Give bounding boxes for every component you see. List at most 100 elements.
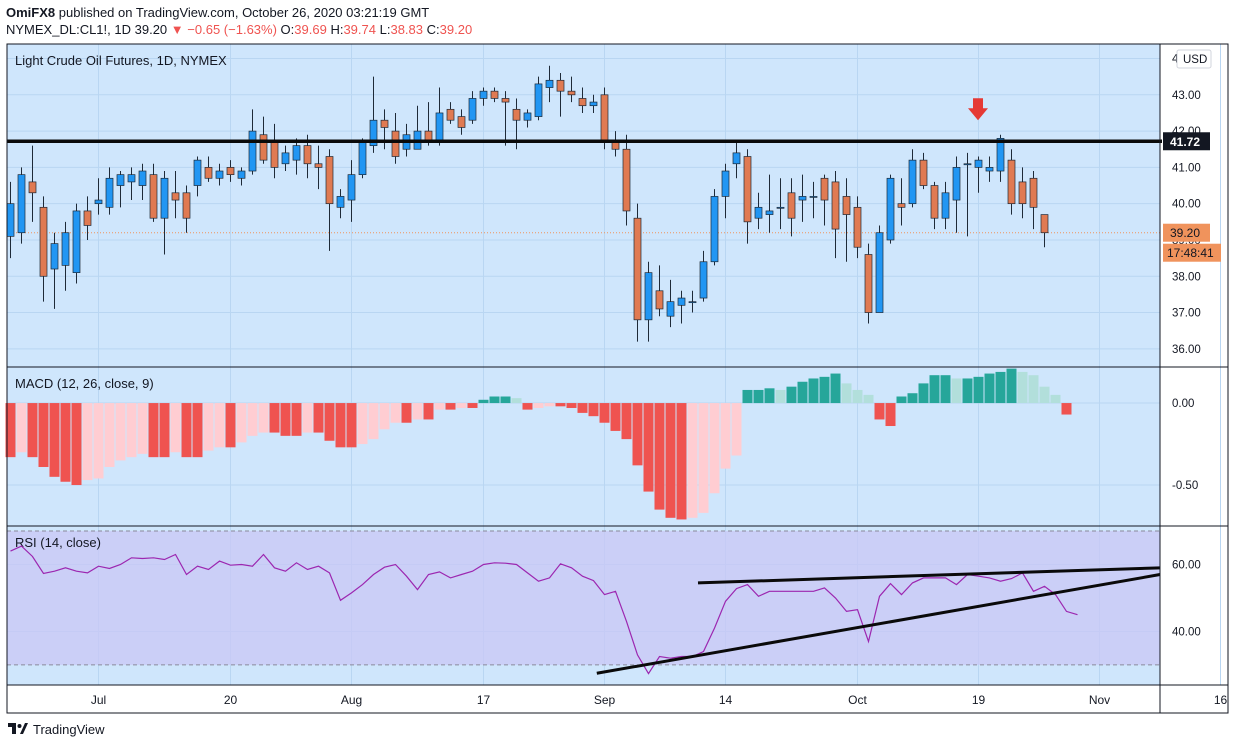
close-label: C: [426,22,440,37]
macd-bar [643,403,654,492]
macd-bar [5,403,16,458]
macd-bar [533,403,544,408]
candle-up [732,152,741,165]
macd-bar [720,403,731,469]
candle-down [1029,177,1038,208]
time-tick-label: Oct [848,693,867,707]
macd-bar [1039,386,1050,404]
macd-bar [852,389,863,404]
rsi-resistance-trendline [697,566,1161,585]
candle-down [226,167,235,176]
ohlc-line: NYMEX_DL:CL1!, 1D 39.20 ▼ −0.65 (−1.63%)… [6,22,472,37]
macd-bar [830,373,841,404]
macd-bar [445,403,456,410]
macd-bar [423,403,434,420]
candle-down [204,167,213,179]
time-tick-label: 16 [1214,693,1228,707]
candle-up [292,145,301,161]
candle-up [666,301,675,317]
macd-bar [775,389,786,404]
macd-pane-title: MACD (12, 26, close, 9) [15,376,154,391]
candle-up [688,301,697,304]
candle-down [490,90,499,99]
macd-bar [401,403,412,423]
currency-label: USD [1183,54,1207,66]
macd-bar [940,375,951,404]
macd-bar [192,403,203,458]
candle-up [875,232,884,313]
macd-bar [302,403,313,433]
macd-bar [379,403,390,430]
candle-down [1007,159,1016,205]
candle-down [787,192,796,219]
author-name[interactable]: OmiFX8 [6,5,56,20]
down-arrow-icon [968,98,988,121]
candle-down [842,196,851,215]
macd-bar [368,403,379,440]
candle-down [457,116,466,128]
macd-bar [907,393,918,404]
candle-up [754,206,763,219]
macd-bar [687,403,698,518]
macd-bar [918,383,929,404]
time-tick-label: 20 [224,693,238,707]
candle-down [39,206,48,277]
macd-bar [709,403,720,494]
macd-bar [225,403,236,448]
macd-bar [951,378,962,404]
candle-up [336,196,345,208]
last-price-tag [1163,223,1210,242]
macd-bar [82,403,93,481]
macd-bar [71,403,82,486]
candles [6,65,1049,342]
price-tick-label: 41.00 [1172,162,1201,174]
macd-bar [610,403,621,431]
macd-bar [346,403,357,448]
macd-bar [566,403,577,408]
macd-bar [632,403,643,466]
candle-up [160,177,169,219]
candle-down [853,206,862,248]
macd-bar [797,381,808,404]
macd-bar [753,389,764,404]
low-label: L: [379,22,391,37]
resistance-tag-label: 41.72 [1170,135,1200,149]
macd-bar [434,403,445,410]
countdown-tag [1163,243,1221,262]
candle-up [941,192,950,219]
candle-down [919,159,928,186]
macd-bar [1028,375,1039,404]
candle-up [545,79,554,88]
candle-down [182,192,191,219]
candle-up [952,167,961,201]
candle-down [28,181,37,194]
candle-up [347,174,356,201]
time-tick-label: Jul [91,693,106,707]
candle-up [776,206,785,209]
candle-up [237,170,246,179]
macd-bar [731,403,742,456]
candle-up [17,174,26,234]
candle-up [358,141,367,176]
candle-down [655,290,664,310]
published-text: published on TradingView.com, October 26… [58,5,430,20]
chart-frame [6,43,1229,714]
candle-up [479,90,488,99]
countdown-tag-label: 17:48:41 [1167,246,1214,260]
rsi-line [10,545,1078,675]
macd-bar [489,396,500,404]
footer-brand[interactable]: TradingView [33,722,105,737]
macd-bar [995,371,1006,404]
high-value: 39.74 [343,22,376,37]
candle-down [831,181,840,230]
macd-bar [335,403,346,448]
macd-bar [291,403,302,436]
candle-up [798,196,807,201]
macd-bar [764,388,775,404]
macd-bar [203,403,214,451]
macd-bar [698,403,709,513]
macd-bar [313,403,324,433]
candle-up [468,98,477,121]
candle-down [83,210,92,226]
